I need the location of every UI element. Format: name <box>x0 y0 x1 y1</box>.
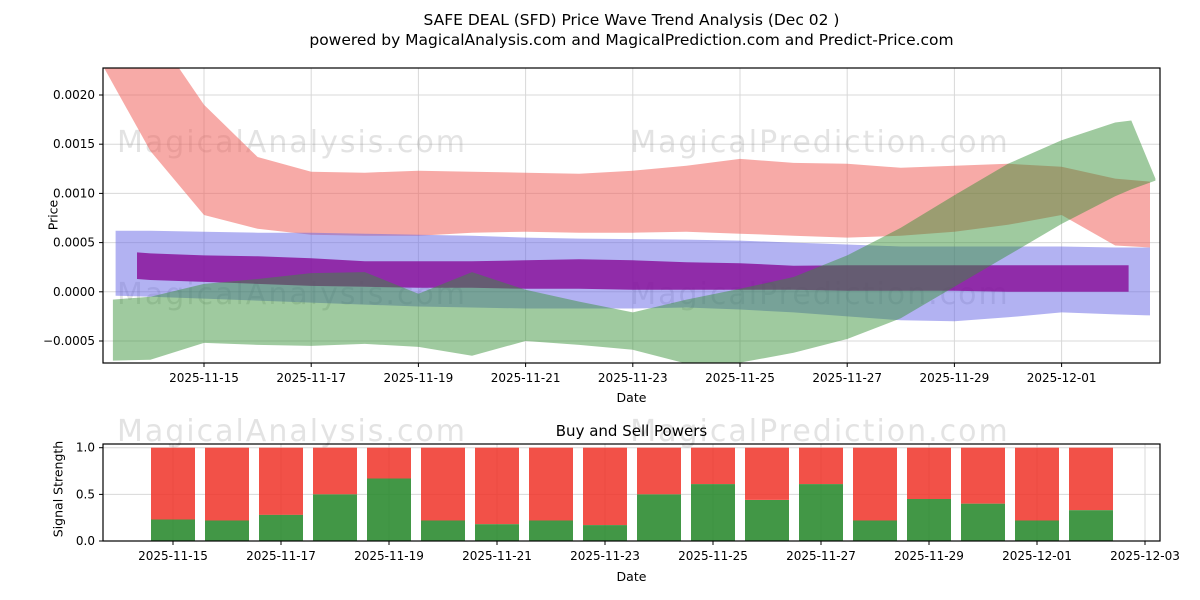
signal-bars <box>151 447 1113 541</box>
buy-bar <box>637 494 681 541</box>
buy-bar <box>475 524 519 541</box>
band-resistance-red <box>104 68 1150 248</box>
sell-bar <box>799 447 843 485</box>
buy-bar <box>691 484 735 541</box>
tick-marks <box>99 94 1146 545</box>
chart-subtitle: powered by MagicalAnalysis.com and Magic… <box>309 31 954 49</box>
price-axes-border <box>102 67 1161 364</box>
price-x-tick-label: 2025-11-21 <box>491 371 561 385</box>
buy-bar <box>205 520 249 541</box>
price-y-tick-label: 0.0000 <box>53 285 95 299</box>
sell-bar <box>1015 447 1059 521</box>
sell-bar <box>907 447 951 499</box>
watermark-text: MagicalPrediction.com <box>630 125 1010 160</box>
price-y-tick-label: −0.0005 <box>43 334 95 348</box>
sell-bar <box>691 447 735 485</box>
signal-x-tick-label: 2025-11-15 <box>138 549 208 563</box>
price-x-tick-label: 2025-11-15 <box>169 371 239 385</box>
price-y-tick-label: 0.0015 <box>53 137 95 151</box>
signal-x-tick-label: 2025-11-29 <box>894 549 964 563</box>
signal-x-tick-label: 2025-11-27 <box>786 549 856 563</box>
sell-bar <box>313 447 357 495</box>
signal-x-tick-label: 2025-11-17 <box>246 549 316 563</box>
price-x-tick-label: 2025-11-27 <box>812 371 882 385</box>
signal-y-tick-label: 0.0 <box>76 534 95 548</box>
sell-bar <box>367 447 411 479</box>
price-y-tick-label: 0.0005 <box>53 236 95 250</box>
buy-bar <box>583 525 627 541</box>
sell-bar <box>421 447 465 521</box>
tick-labels: 2025-11-15 2025-11-17 2025-11-19 2025-11-21… <box>43 88 1180 563</box>
signal-x-tick-label: 2025-11-23 <box>570 549 640 563</box>
signal-x-tick-label: 2025-11-21 <box>462 549 532 563</box>
signal-x-tick-label: 2025-11-25 <box>678 549 748 563</box>
buy-bar <box>529 520 573 541</box>
chart-title: SAFE DEAL (SFD) Price Wave Trend Analysi… <box>423 11 840 29</box>
signal-strength-axis-label: Signal Strength <box>50 440 66 538</box>
buy-bar <box>907 499 951 541</box>
sell-bar <box>151 447 195 520</box>
signal-y-tick-label: 1.0 <box>76 441 95 455</box>
sell-bar <box>529 447 573 521</box>
buy-bar <box>853 520 897 541</box>
watermark-text: MagicalAnalysis.com <box>117 414 467 449</box>
date-axis-label-bottom: Date <box>616 569 647 584</box>
price-axis-label: Price <box>45 199 61 231</box>
band-core-purple <box>137 252 1129 292</box>
price-y-tick-label: 0.0010 <box>53 186 95 200</box>
sell-bar <box>637 447 681 495</box>
sell-bar <box>1069 447 1113 511</box>
buy-bar <box>1069 510 1113 541</box>
band-support-green <box>112 120 1156 363</box>
buy-bar <box>151 519 195 541</box>
buy-bar <box>367 478 411 541</box>
sell-bar <box>583 447 627 526</box>
price-x-tick-label: 2025-11-23 <box>598 371 668 385</box>
signal-axes-border <box>102 443 1161 542</box>
signal-chart-title: Buy and Sell Powers <box>555 422 708 440</box>
signal-y-tick-label: 0.5 <box>76 487 95 501</box>
price-x-tick-label: 2025-12-01 <box>1027 371 1097 385</box>
sell-bar <box>205 447 249 521</box>
buy-bar <box>799 484 843 541</box>
price-x-tick-label: 2025-11-29 <box>920 371 990 385</box>
sell-bar <box>259 447 303 515</box>
signal-x-tick-label: 2025-12-01 <box>1002 549 1072 563</box>
buy-bar <box>259 514 303 541</box>
buy-bar <box>421 520 465 541</box>
sell-bar <box>745 447 789 500</box>
buy-bar <box>745 500 789 541</box>
buy-bar <box>313 494 357 541</box>
date-axis-label-top: Date <box>616 390 647 405</box>
sell-bar <box>475 447 519 525</box>
price-x-tick-label: 2025-11-17 <box>276 371 346 385</box>
buy-bar <box>1015 520 1059 541</box>
watermark-text: MagicalPrediction.com <box>630 414 1010 449</box>
price-x-tick-label: 2025-11-19 <box>384 371 454 385</box>
signal-x-tick-label: 2025-11-19 <box>354 549 424 563</box>
price-y-tick-label: 0.0020 <box>53 88 95 102</box>
price-x-tick-label: 2025-11-25 <box>705 371 775 385</box>
price-bands <box>104 68 1156 363</box>
sell-bar <box>853 447 897 521</box>
signal-x-tick-label: 2025-12-03 <box>1110 549 1180 563</box>
buy-bar <box>961 503 1005 541</box>
sell-bar <box>961 447 1005 504</box>
